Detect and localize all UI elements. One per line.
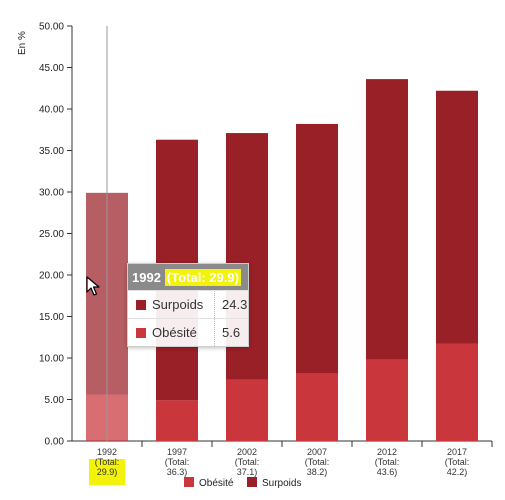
y-tick-label: 30.00 [39,188,64,199]
tooltip-row-value: 5.6 [222,325,241,340]
y-tick-label: 50.00 [39,22,64,33]
y-tick-label: 25.00 [39,229,64,240]
tooltip-year: 1992 [132,269,161,285]
y-tick-label: 45.00 [39,63,64,74]
legend-swatch [247,477,257,487]
x-tick-label: (Total: [95,457,120,467]
x-tick-label: 2012 [377,447,397,457]
bar-obesite [436,343,478,441]
bar-surpoids [296,123,338,374]
y-tick-label: 35.00 [39,146,64,157]
tooltip-row-obesite: Obésité 5.6 [128,318,248,346]
y-tick-label: 10.00 [39,354,64,365]
tooltip-row-label: Surpoids [152,291,215,318]
chart-tooltip: 1992 (Total: 29.9) Surpoids 24.3 Obésité… [127,263,249,347]
legend-label: Obésité [199,478,234,489]
tooltip-total: (Total: 29.9) [164,268,241,286]
x-tick-label: (Total: [445,457,470,467]
tooltip-swatch-surpoids [136,299,146,310]
tooltip-row-surpoids: Surpoids 24.3 [128,290,248,318]
bar-surpoids [366,79,408,360]
y-tick-label: 0.00 [45,437,65,448]
x-tick-label: 43.6) [377,467,398,477]
legend-label: Surpoids [262,478,301,489]
x-tick-label: 2007 [307,447,327,457]
x-tick-label: 38.2) [307,467,328,477]
bar-obesite [156,400,198,441]
x-tick-label: 42.2) [447,467,468,477]
y-tick-label: 20.00 [39,271,64,282]
x-tick-label: (Total: [305,457,330,467]
tooltip-row-value: 24.3 [222,297,248,312]
y-tick-label: 5.00 [45,395,65,406]
y-axis-title: En % [17,31,28,55]
bar-obesite [226,379,268,441]
x-tick-label: 2017 [447,447,467,457]
bar-surpoids [436,90,478,344]
y-tick-label: 15.00 [39,312,64,323]
tooltip-row-label: Obésité [152,319,215,346]
x-tick-label: (Total: [235,457,260,467]
x-tick-label: 1997 [167,447,187,457]
bar-obesite [296,373,338,441]
x-tick-label: (Total: [375,457,400,467]
x-tick-label: 2002 [237,447,257,457]
mouse-pointer-icon [86,276,100,296]
category-highlight [89,459,125,485]
x-tick-label: (Total: [165,457,190,467]
tooltip-header: 1992 (Total: 29.9) [128,264,248,290]
x-tick-label: 36.3) [167,467,188,477]
tooltip-swatch-obesite [136,327,146,338]
y-tick-label: 40.00 [39,105,64,116]
legend-swatch [184,477,194,487]
x-tick-label: 1992 [97,447,117,457]
x-tick-label: 37.1) [237,467,258,477]
bar-obesite [366,359,408,441]
x-tick-label: 29.9) [97,467,118,477]
